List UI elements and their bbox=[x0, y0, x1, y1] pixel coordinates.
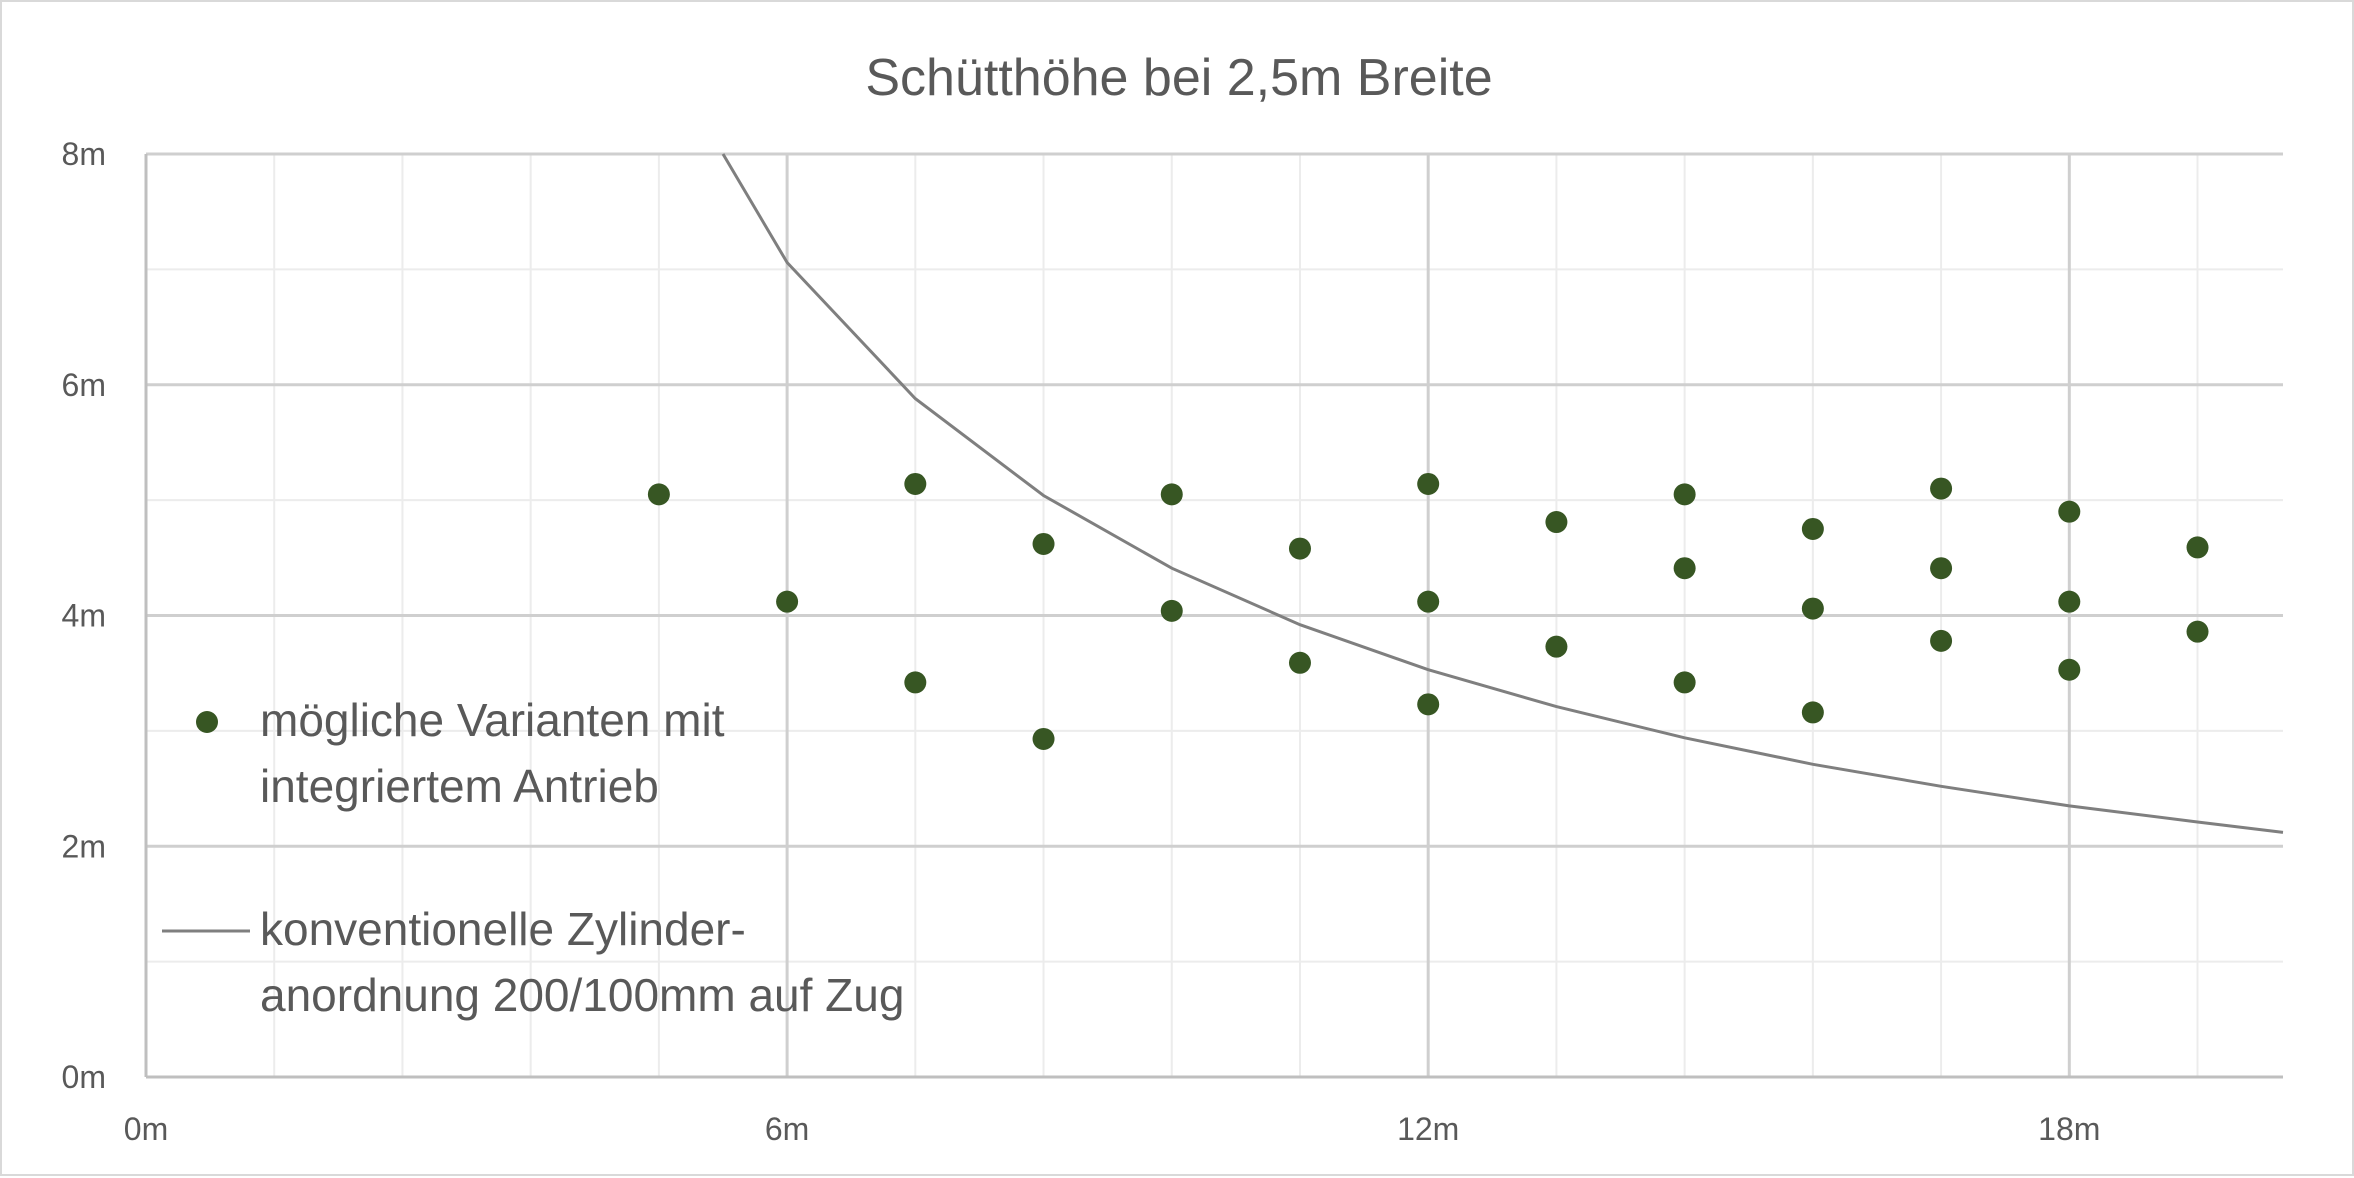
data-point bbox=[1545, 511, 1568, 534]
major-grid bbox=[146, 152, 2283, 1077]
series-0 bbox=[647, 472, 2209, 750]
legend: mögliche Varianten mit integriertem Antri… bbox=[162, 694, 904, 1021]
data-point bbox=[1288, 537, 1311, 560]
y-tick-label: 4m bbox=[62, 598, 106, 634]
axes bbox=[144, 154, 2283, 1079]
series-1 bbox=[721, 153, 2284, 834]
x-tick-labels: 0m 6m 12m 18m bbox=[124, 1111, 2101, 1147]
legend-label: konventionelle Zylinder- bbox=[260, 903, 746, 955]
data-point bbox=[1288, 651, 1311, 674]
data-point bbox=[2058, 500, 2081, 523]
data-point bbox=[1930, 557, 1953, 580]
x-tick-label: 18m bbox=[2038, 1111, 2100, 1147]
data-point bbox=[1801, 597, 1824, 620]
series-layer bbox=[647, 153, 2284, 834]
data-point bbox=[1417, 590, 1440, 613]
chart-title: Schütthöhe bei 2,5m Breite bbox=[865, 49, 1492, 107]
y-tick-label: 2m bbox=[62, 828, 106, 864]
data-point bbox=[647, 483, 670, 506]
x-tick-label: 0m bbox=[124, 1111, 168, 1147]
data-point bbox=[2058, 658, 2081, 681]
data-point bbox=[1032, 532, 1055, 555]
y-tick-label: 8m bbox=[62, 136, 106, 172]
data-point bbox=[1417, 472, 1440, 495]
y-tick-label: 6m bbox=[62, 367, 106, 403]
x-tick-label: 6m bbox=[765, 1111, 809, 1147]
data-point bbox=[904, 472, 927, 495]
series-line bbox=[721, 153, 2284, 834]
data-point bbox=[1545, 635, 1568, 658]
data-point bbox=[1930, 477, 1953, 500]
data-point bbox=[1032, 727, 1055, 750]
data-point bbox=[1160, 599, 1183, 622]
legend-label: anordnung 200/100mm auf Zug bbox=[260, 969, 904, 1021]
legend-marker-dot bbox=[196, 711, 218, 733]
y-tick-labels: 0m 2m 4m 6m 8m bbox=[62, 136, 106, 1095]
data-point bbox=[776, 590, 799, 613]
data-point bbox=[1801, 517, 1824, 540]
data-point bbox=[1801, 701, 1824, 724]
data-point bbox=[904, 671, 927, 694]
data-point bbox=[2186, 620, 2209, 643]
data-point bbox=[1673, 483, 1696, 506]
data-point bbox=[2186, 536, 2209, 559]
data-point bbox=[1417, 693, 1440, 716]
data-point bbox=[1160, 483, 1183, 506]
data-point bbox=[1673, 671, 1696, 694]
x-tick-label: 12m bbox=[1397, 1111, 1459, 1147]
data-point bbox=[2058, 590, 2081, 613]
data-point bbox=[1930, 629, 1953, 652]
data-point bbox=[1673, 557, 1696, 580]
y-tick-label: 0m bbox=[62, 1059, 106, 1095]
legend-label: integriertem Antrieb bbox=[260, 760, 659, 812]
legend-label: mögliche Varianten mit bbox=[260, 694, 725, 746]
